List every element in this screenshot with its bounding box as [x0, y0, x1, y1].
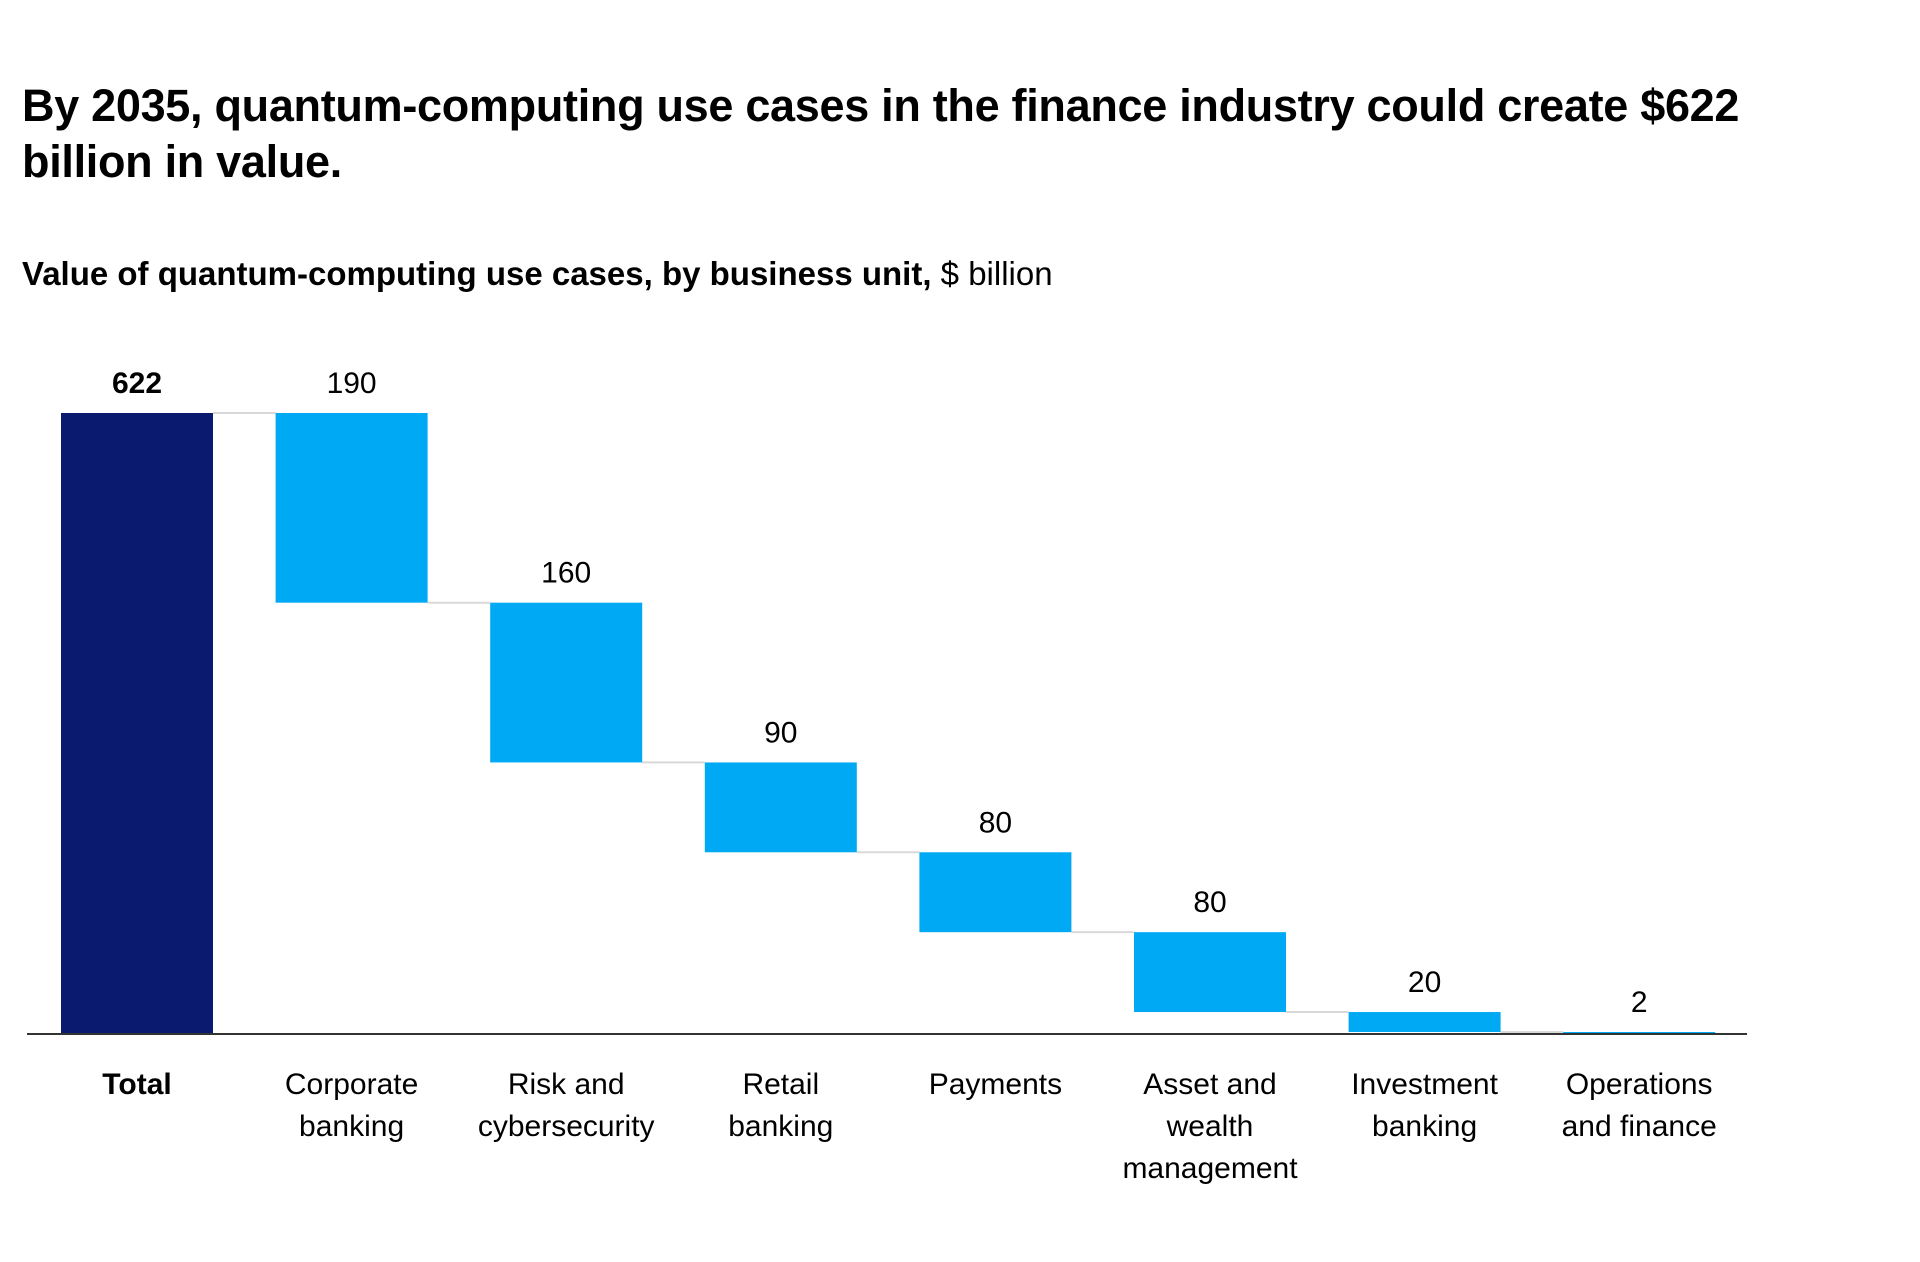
data-label: 90	[764, 716, 797, 749]
chart-subtitle: Value of quantum-computing use cases, by…	[22, 252, 1053, 296]
data-label: 2	[1631, 986, 1648, 1019]
data-label: 190	[327, 367, 377, 400]
category-label: Retail banking	[728, 1068, 833, 1143]
chart-title: By 2035, quantum-computing use cases in …	[22, 80, 1740, 187]
category-label: Total	[102, 1068, 171, 1101]
subtitle-label: Value of quantum-computing use cases, by…	[22, 255, 932, 292]
data-label: 622	[112, 367, 162, 400]
data-label: 80	[979, 806, 1012, 839]
segment-bar	[704, 762, 857, 853]
segment-bar	[490, 602, 643, 763]
total-bar	[61, 413, 213, 1034]
category-label: Operations and finance	[1562, 1068, 1717, 1143]
category-label: Asset and wealth management	[1122, 1068, 1298, 1185]
category-label: Corporate banking	[285, 1068, 418, 1143]
segment-bar	[275, 413, 428, 603]
subtitle-unit: $ billion	[940, 255, 1053, 292]
category-label: Risk and cybersecurity	[478, 1068, 655, 1143]
data-label: 80	[1193, 886, 1226, 919]
data-label: 20	[1408, 966, 1441, 999]
category-label: Investment banking	[1351, 1068, 1498, 1143]
segment-bar	[919, 852, 1072, 933]
category-label: Payments	[929, 1068, 1062, 1101]
segment-bar	[1134, 932, 1286, 1013]
data-label: 160	[541, 557, 591, 590]
segment-bar	[1348, 1012, 1501, 1033]
